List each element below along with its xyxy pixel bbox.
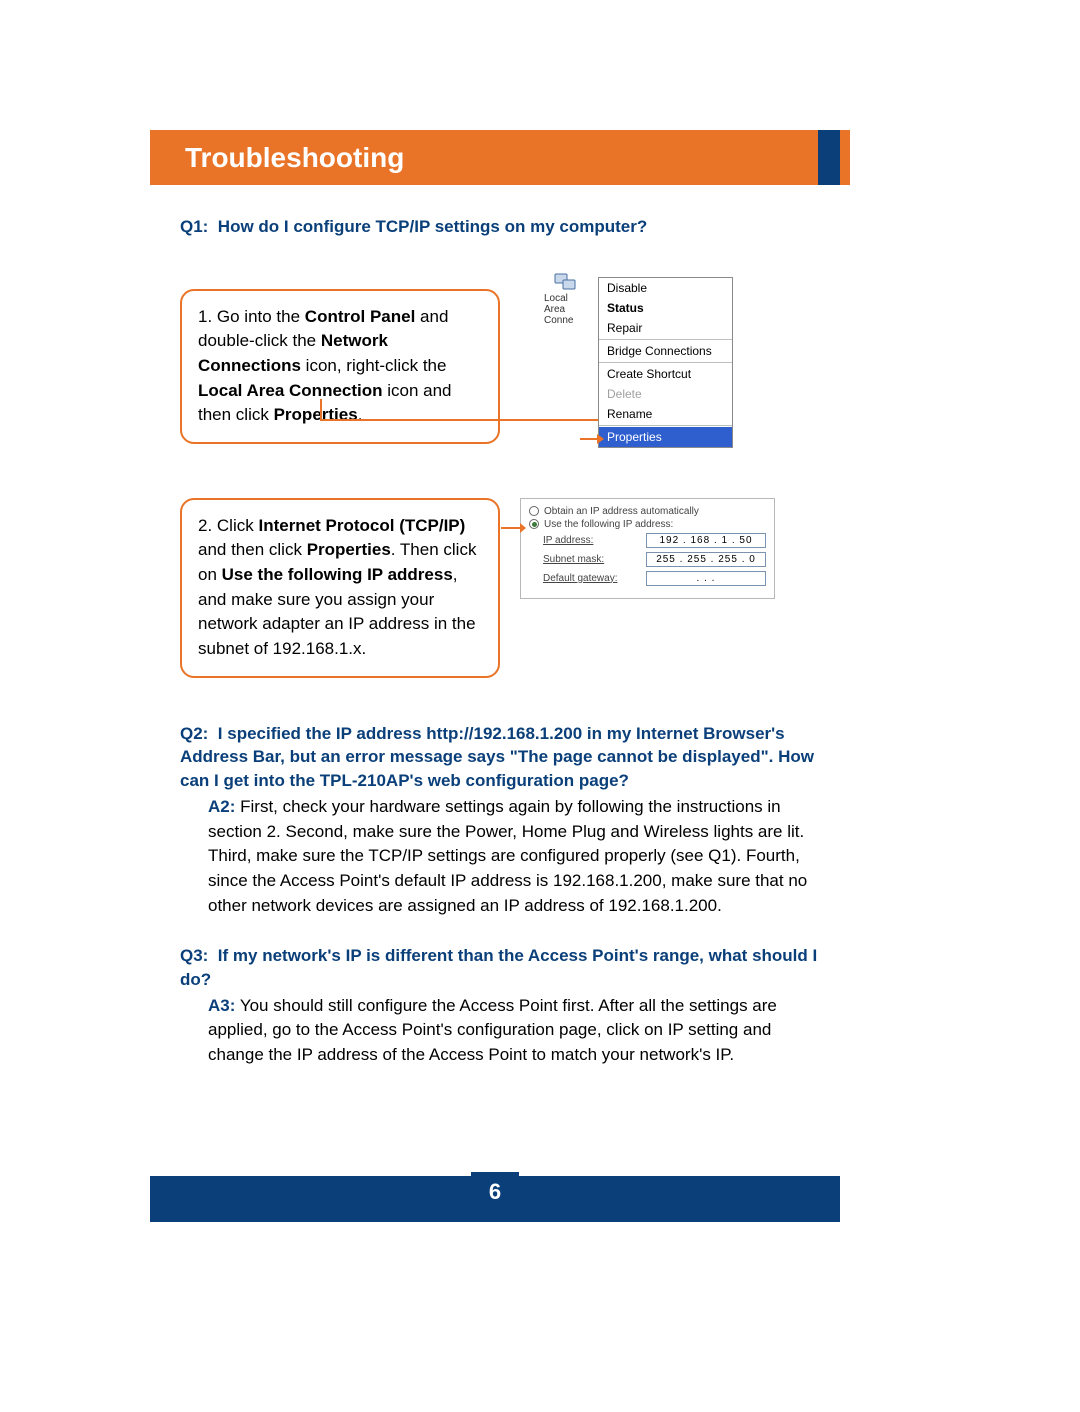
context-menu-figure: Local Area Conne Disable Status Repair B… <box>580 277 750 448</box>
subnet-mask-label: Subnet mask: <box>543 554 604 565</box>
step2-bold3: Use the following IP address <box>222 565 453 584</box>
page-number-box: 6 <box>471 1172 519 1212</box>
ctx-item-delete: Delete <box>599 384 732 404</box>
q3-answer: A3: You should still configure the Acces… <box>180 994 820 1068</box>
ctx-item-bridge[interactable]: Bridge Connections <box>599 341 732 361</box>
q3-answer-text: You should still configure the Access Po… <box>208 996 777 1064</box>
tcpip-panel: Obtain an IP address automatically Use t… <box>520 498 775 599</box>
ctx-item-disable[interactable]: Disable <box>599 278 732 298</box>
q2-block: Q2: I specified the IP address http://19… <box>180 722 820 919</box>
network-icon <box>552 271 578 295</box>
q3-label: Q3: <box>180 946 208 965</box>
default-gateway-row: Default gateway: . . . <box>529 569 766 588</box>
q2-answer-label: A2: <box>208 797 235 816</box>
step2-box: 2. Click Internet Protocol (TCP/IP) and … <box>180 498 500 678</box>
radio-row-auto[interactable]: Obtain an IP address automatically <box>529 505 766 518</box>
step1-bold3: Local Area Connection <box>198 381 383 400</box>
subnet-mask-row: Subnet mask: 255 . 255 . 255 . 0 <box>529 550 766 569</box>
q2-text: I specified the IP address http://192.16… <box>180 724 814 791</box>
ctx-separator <box>599 339 732 340</box>
default-gateway-input[interactable]: . . . <box>646 571 766 586</box>
page-number: 6 <box>489 1179 501 1205</box>
network-icon-label: Local Area Conne <box>544 293 586 326</box>
ctx-item-properties[interactable]: Properties <box>599 427 732 447</box>
section-title: Troubleshooting <box>185 142 404 174</box>
q2-label: Q2: <box>180 724 208 743</box>
step2-row: 2. Click Internet Protocol (TCP/IP) and … <box>180 498 820 678</box>
step2-bold2: Properties <box>307 540 391 559</box>
ip-address-row: IP address: 192 . 168 . 1 . 50 <box>529 531 766 550</box>
radio-icon <box>529 506 539 516</box>
radio-icon-selected <box>529 519 539 529</box>
radio-row-manual[interactable]: Use the following IP address: <box>529 518 766 531</box>
q3-text: If my network's IP is different than the… <box>180 946 817 989</box>
q1-label: Q1: <box>180 217 208 236</box>
page-content: Q1: How do I configure TCP/IP settings o… <box>180 215 820 1068</box>
ctx-separator <box>599 362 732 363</box>
step1-bold4: Properties <box>274 405 358 424</box>
step1-text-e: . <box>358 405 363 424</box>
section-header-bar: Troubleshooting <box>150 130 850 185</box>
ctx-item-repair[interactable]: Repair <box>599 318 732 338</box>
q2-answer: A2: First, check your hardware settings … <box>180 795 820 918</box>
q1-question: Q1: How do I configure TCP/IP settings o… <box>180 215 820 239</box>
step2-text-a: 2. Click <box>198 516 258 535</box>
ctx-item-status[interactable]: Status <box>599 298 732 318</box>
q3-block: Q3: If my network's IP is different than… <box>180 944 820 1068</box>
callout-leader-horizontal <box>320 419 600 421</box>
step2-text-b: and then click <box>198 540 307 559</box>
q1-text: How do I configure TCP/IP settings on my… <box>218 217 647 236</box>
callout-leader-vertical <box>320 399 322 421</box>
ip-address-input[interactable]: 192 . 168 . 1 . 50 <box>646 533 766 548</box>
ctx-separator <box>599 425 732 426</box>
step1-text-c: icon, right-click the <box>301 356 447 375</box>
ip-address-label: IP address: <box>543 535 593 546</box>
subnet-mask-input[interactable]: 255 . 255 . 255 . 0 <box>646 552 766 567</box>
default-gateway-label: Default gateway: <box>543 573 618 584</box>
step1-text-a: 1. Go into the <box>198 307 305 326</box>
q2-answer-text: First, check your hardware settings agai… <box>208 797 807 915</box>
footer-bar: 6 <box>150 1176 840 1222</box>
q2-question: Q2: I specified the IP address http://19… <box>180 722 820 793</box>
radio-label-manual: Use the following IP address: <box>544 519 673 530</box>
section-header-cap <box>818 130 840 185</box>
callout-arrow-icon <box>580 438 598 440</box>
radio-label-auto: Obtain an IP address automatically <box>544 506 699 517</box>
step1-row: 1. Go into the Control Panel and double-… <box>180 289 820 448</box>
step2-bold1: Internet Protocol (TCP/IP) <box>258 516 465 535</box>
q3-answer-label: A3: <box>208 996 235 1015</box>
q3-question: Q3: If my network's IP is different than… <box>180 944 820 992</box>
ctx-item-shortcut[interactable]: Create Shortcut <box>599 364 732 384</box>
callout-arrow-icon <box>501 527 521 529</box>
step1-bold1: Control Panel <box>305 307 416 326</box>
context-menu: Disable Status Repair Bridge Connections… <box>598 277 733 448</box>
ctx-item-rename[interactable]: Rename <box>599 404 732 424</box>
